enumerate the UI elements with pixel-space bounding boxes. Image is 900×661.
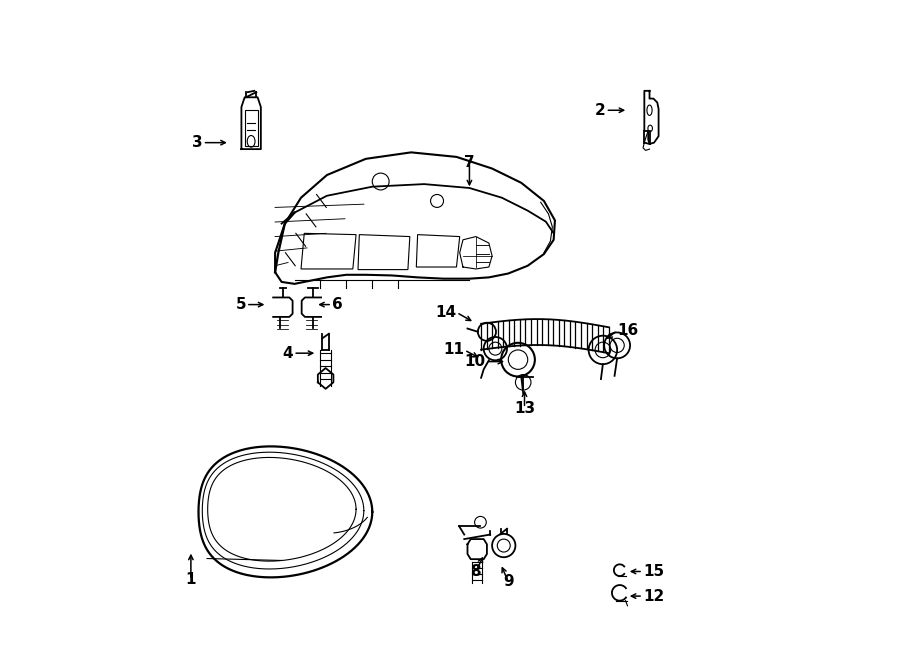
Text: 11: 11 bbox=[444, 342, 464, 358]
Text: 7: 7 bbox=[464, 155, 474, 170]
Text: 3: 3 bbox=[192, 135, 202, 150]
Text: 12: 12 bbox=[643, 588, 664, 603]
Text: 6: 6 bbox=[332, 297, 343, 312]
Text: 10: 10 bbox=[464, 354, 486, 369]
Text: 9: 9 bbox=[503, 574, 514, 590]
Text: 13: 13 bbox=[514, 401, 536, 416]
Text: 15: 15 bbox=[643, 564, 664, 579]
Text: 2: 2 bbox=[595, 102, 606, 118]
Text: 4: 4 bbox=[283, 346, 293, 361]
Text: 8: 8 bbox=[471, 564, 482, 579]
Text: 1: 1 bbox=[185, 572, 196, 588]
Text: 14: 14 bbox=[436, 305, 456, 320]
Text: 5: 5 bbox=[235, 297, 246, 312]
Text: 16: 16 bbox=[617, 323, 638, 338]
